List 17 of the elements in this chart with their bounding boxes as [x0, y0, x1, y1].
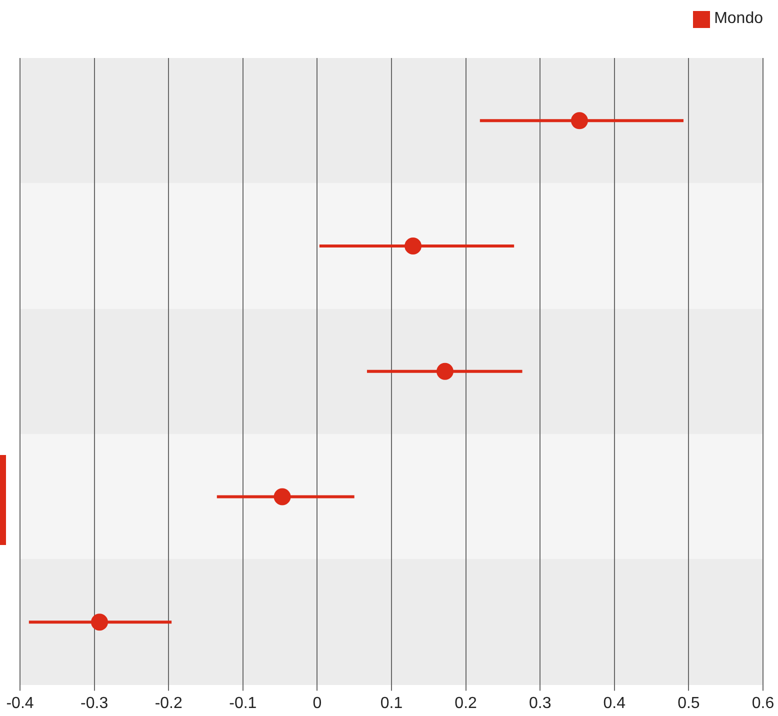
point	[404, 238, 422, 255]
point	[274, 488, 291, 506]
x-tick-label: 0.1	[380, 694, 403, 712]
x-tick-label: 0	[312, 694, 322, 712]
x-tick-label: -0.1	[229, 694, 257, 712]
x-tick-label: 0.5	[678, 694, 700, 712]
x-tick-label: -0.2	[154, 694, 182, 712]
x-tick-label: 0.2	[454, 694, 478, 712]
point	[91, 614, 108, 631]
x-tick-label: 0.4	[603, 694, 626, 712]
legend-label: Mondo	[714, 10, 763, 28]
point	[570, 112, 588, 130]
point	[436, 362, 454, 380]
x-tick-label: 0.6	[752, 694, 774, 712]
x-tick-label: -0.3	[80, 694, 108, 712]
x-tick-label: 0.3	[528, 694, 552, 712]
x-tick-label: -0.4	[6, 694, 34, 712]
